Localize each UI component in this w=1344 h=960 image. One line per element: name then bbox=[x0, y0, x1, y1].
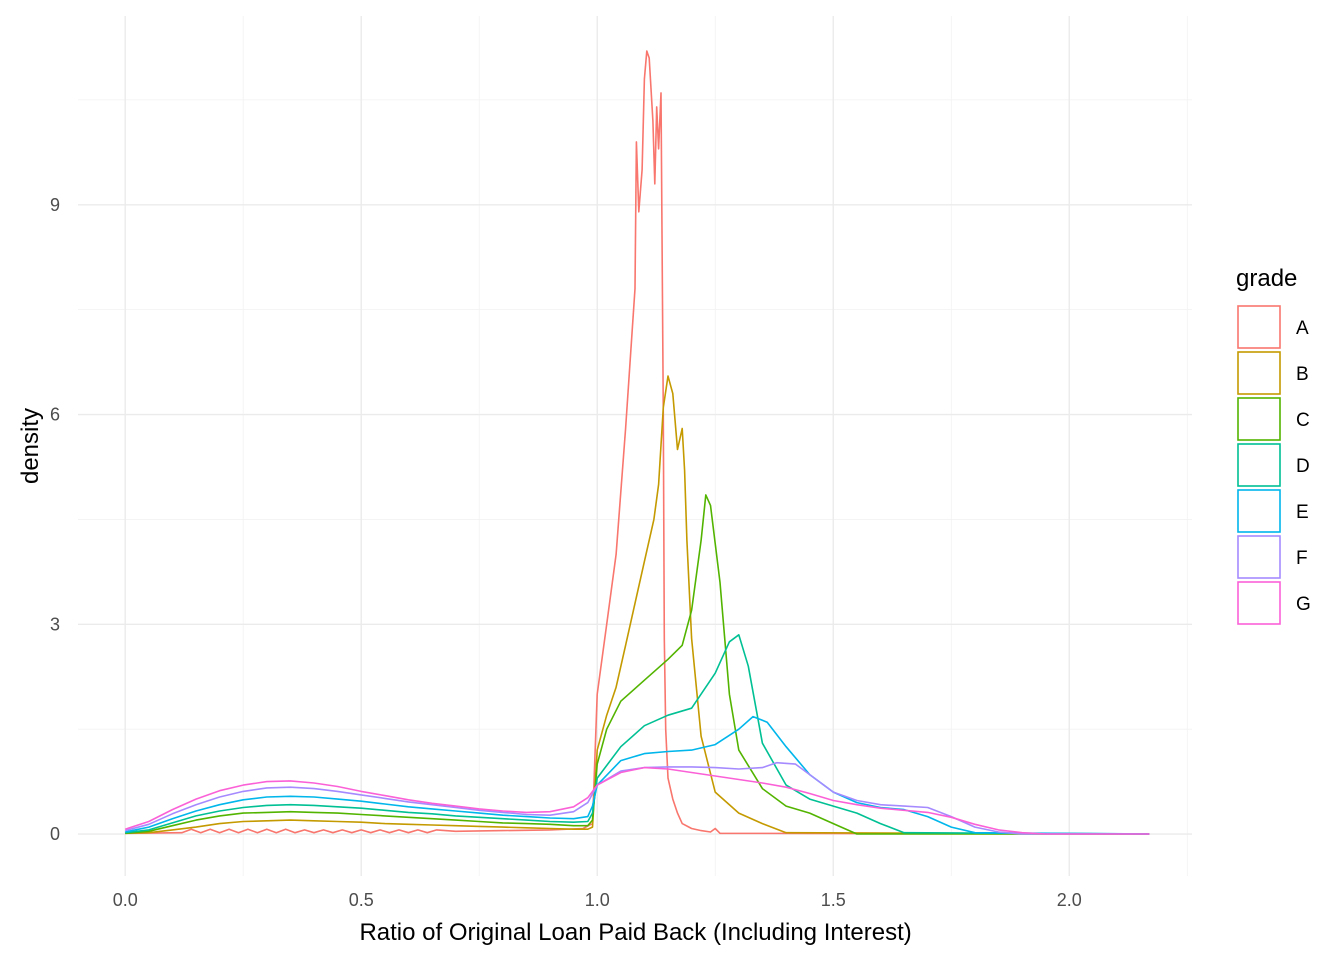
legend-key-G bbox=[1237, 581, 1281, 625]
y-axis-tick-labels: 0 3 6 9 bbox=[50, 195, 60, 844]
y-tick-label: 3 bbox=[50, 614, 60, 634]
legend-label-E: E bbox=[1296, 502, 1309, 523]
series-line-F bbox=[124, 761, 1150, 835]
legend: grade A B C D E F G bbox=[1236, 265, 1311, 625]
x-tick-label: 0.0 bbox=[113, 890, 138, 910]
x-tick-label: 2.0 bbox=[1057, 890, 1082, 910]
y-tick-label: 9 bbox=[50, 195, 60, 215]
series-line-A bbox=[125, 50, 1150, 835]
legend-key-E bbox=[1237, 489, 1281, 533]
legend-key-D bbox=[1237, 443, 1281, 487]
major-gridlines bbox=[78, 16, 1192, 876]
y-tick-label: 0 bbox=[50, 824, 60, 844]
x-tick-label: 0.5 bbox=[349, 890, 374, 910]
legend-label-F: F bbox=[1296, 548, 1308, 569]
x-tick-label: 1.5 bbox=[821, 890, 846, 910]
series-line-C bbox=[125, 494, 1150, 835]
x-axis-title: Ratio of Original Loan Paid Back (Includ… bbox=[359, 919, 911, 946]
x-tick-label: 1.0 bbox=[585, 890, 610, 910]
legend-label-B: B bbox=[1296, 364, 1309, 385]
legend-label-G: G bbox=[1296, 594, 1311, 615]
y-axis-title: density bbox=[17, 408, 44, 484]
legend-key-F bbox=[1237, 535, 1281, 579]
x-axis-tick-labels: 0.0 0.5 1.0 1.5 2.0 bbox=[113, 890, 1082, 910]
legend-key-B bbox=[1237, 351, 1281, 395]
legend-label-C: C bbox=[1296, 410, 1310, 431]
legend-label-A: A bbox=[1296, 318, 1309, 339]
legend-label-D: D bbox=[1296, 456, 1310, 477]
y-tick-label: 6 bbox=[50, 405, 60, 425]
legend-key-C bbox=[1237, 397, 1281, 441]
series-line-D bbox=[125, 634, 1150, 835]
legend-title: grade bbox=[1236, 265, 1297, 292]
legend-key-A bbox=[1237, 305, 1281, 349]
series-line-G bbox=[124, 766, 1150, 835]
series-lines bbox=[124, 50, 1150, 835]
minor-gridlines bbox=[78, 16, 1192, 876]
